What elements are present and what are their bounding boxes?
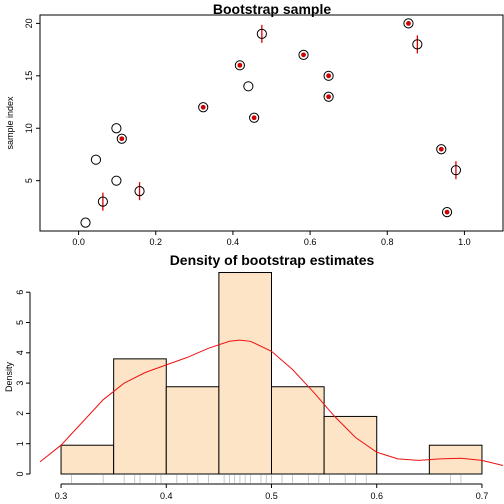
scatter-point [198, 102, 209, 113]
scatter-y-axis: 5 10 15 20 [24, 18, 40, 183]
scatter-point-fill [326, 73, 332, 79]
histogram-x-tick-label: 0.3 [55, 491, 68, 501]
scatter-x-tick-label: 0.2 [149, 237, 162, 247]
scatter-point-fill [251, 115, 257, 121]
histogram-x-tick-label: 0.5 [265, 491, 278, 501]
histogram-y-tick-label: 3 [15, 381, 25, 386]
histogram-panel: Density of bootstrap estimates Density 0… [4, 252, 504, 501]
histogram-y-axis-label: Density [4, 361, 14, 392]
scatter-y-tick-label: 20 [24, 18, 34, 28]
scatter-x-tick-label: 1.0 [458, 237, 471, 247]
scatter-point [111, 123, 122, 134]
histogram-bar [60, 444, 115, 475]
histogram-y-tick-label: 6 [15, 290, 25, 295]
scatter-point-fill [119, 136, 125, 142]
scatter-point [412, 39, 423, 50]
scatter-y-tick-label: 15 [24, 71, 34, 81]
scatter-point [403, 18, 414, 29]
scatter-point-fill [438, 146, 444, 152]
histogram-x-tick-label: 0.7 [476, 491, 489, 501]
histogram-bar [271, 386, 325, 475]
scatter-point-fill [301, 52, 306, 58]
scatter-x-axis: 0.0 0.2 0.4 0.6 0.8 1.0 [72, 231, 471, 247]
scatter-panel: Bootstrap sample sample index 0.0 0.2 0.4 0… [5, 1, 504, 247]
scatter-point [256, 28, 267, 39]
scatter-point-fill [326, 94, 332, 100]
scatter-point-fill [237, 62, 243, 68]
histogram-x-axis: 0.3 0.4 0.5 0.6 0.7 [55, 483, 489, 501]
scatter-point-fill [200, 104, 206, 110]
scatter-y-tick-label: 10 [24, 123, 34, 133]
histogram-y-tick-label: 0 [15, 471, 25, 476]
scatter-point [134, 186, 145, 197]
scatter-x-tick-label: 0.0 [72, 237, 85, 247]
scatter-points [80, 18, 462, 228]
histogram-rug [71, 475, 462, 483]
scatter-x-tick-label: 0.6 [304, 237, 317, 247]
scatter-point [323, 70, 334, 81]
histogram-title: Density of bootstrap estimates [170, 252, 375, 268]
scatter-point [450, 165, 462, 176]
histogram-bars [60, 272, 483, 475]
histogram-y-tick-label: 1 [15, 441, 25, 446]
scatter-y-axis-label: sample index [5, 96, 15, 150]
histogram-x-tick-label: 0.6 [370, 491, 383, 501]
histogram-bar [113, 358, 167, 475]
scatter-point [116, 133, 127, 144]
scatter-point [323, 91, 334, 102]
scatter-point [97, 196, 108, 207]
scatter-point-fill [406, 20, 411, 26]
scatter-point [249, 112, 260, 123]
histogram-bar [323, 415, 378, 475]
scatter-frame [39, 14, 504, 232]
scatter-point [436, 144, 447, 155]
scatter-point [441, 207, 453, 218]
histogram-x-tick-label: 0.4 [160, 491, 173, 501]
scatter-point [111, 175, 122, 186]
scatter-point [298, 49, 309, 60]
scatter-x-tick-label: 0.4 [227, 237, 240, 247]
density-curve [39, 339, 504, 466]
scatter-point [234, 60, 245, 71]
scatter-point [243, 81, 254, 92]
histogram-y-axis: 0 1 2 3 4 5 6 [15, 290, 31, 477]
histogram-y-tick-label: 4 [15, 350, 25, 355]
scatter-x-tick-label: 0.8 [381, 237, 394, 247]
scatter-point [80, 217, 91, 228]
scatter-title: Bootstrap sample [213, 1, 331, 17]
histogram-bar [165, 386, 220, 475]
scatter-point [90, 154, 102, 165]
histogram-y-tick-label: 5 [15, 320, 25, 325]
scatter-point-fill [444, 209, 450, 215]
histogram-y-tick-label: 2 [15, 411, 25, 416]
scatter-y-tick-label: 5 [24, 178, 34, 183]
histogram-bar [218, 272, 273, 475]
